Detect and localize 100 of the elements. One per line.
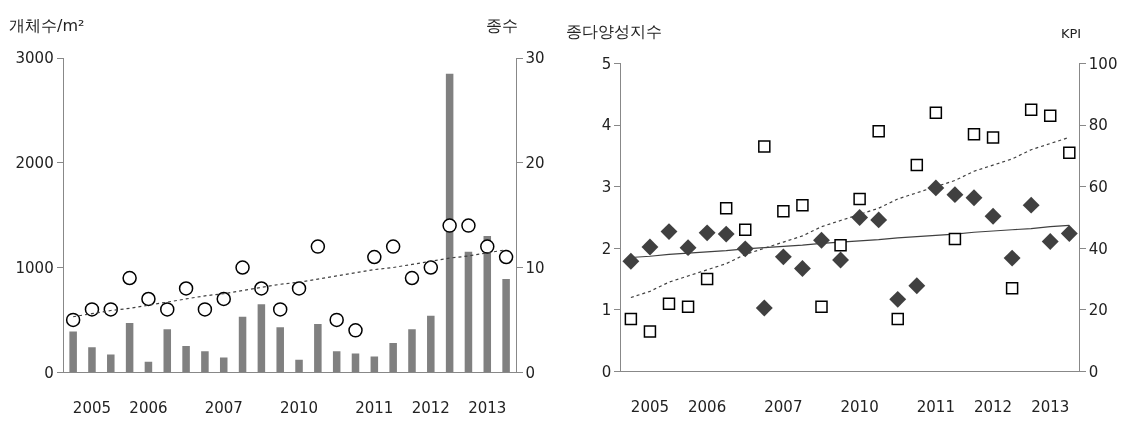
y-tick-label: 3 (601, 177, 612, 196)
point (624, 312, 638, 326)
point (834, 238, 847, 252)
point (385, 239, 401, 254)
point (84, 302, 100, 317)
x-tick-label: 2005 (630, 398, 670, 417)
point (160, 302, 175, 317)
point (946, 186, 964, 204)
point (1043, 109, 1057, 123)
x-tick-label: 2011 (355, 399, 394, 418)
point (310, 239, 326, 254)
point (367, 249, 382, 265)
point (480, 239, 495, 254)
point (1022, 196, 1040, 214)
point (442, 218, 457, 233)
point (908, 277, 926, 295)
y2-tick-label: 30 (525, 49, 545, 68)
x-tick-label: 2012 (973, 398, 1013, 417)
point (681, 300, 695, 314)
point (122, 270, 137, 286)
point (254, 281, 269, 296)
y2-tick-label: 80 (1088, 116, 1108, 135)
y-tick-label: 2000 (15, 154, 54, 173)
point (965, 189, 983, 207)
x-tick-label: 2011 (916, 398, 955, 417)
point (1060, 225, 1078, 242)
y-axis-title: 종다양성지수 (566, 22, 662, 41)
point (272, 302, 288, 317)
point (815, 300, 828, 314)
point (404, 270, 420, 286)
point (643, 325, 657, 338)
point (216, 291, 231, 307)
y2-tick-label: 100 (1088, 54, 1118, 73)
y-tick-label: 0 (601, 362, 612, 381)
y-axis-title: 개체수/m² (9, 16, 85, 35)
point (498, 249, 514, 265)
point (755, 299, 773, 317)
point (851, 209, 869, 226)
point (832, 251, 850, 269)
point (1005, 282, 1019, 295)
point (813, 231, 830, 249)
y2-tick-label: 20 (1088, 301, 1108, 320)
x-tick-label: 2005 (72, 399, 112, 418)
point (1063, 146, 1076, 160)
x-tick-label: 2006 (129, 399, 168, 418)
x-tick-label: 2006 (688, 398, 727, 417)
point (872, 124, 885, 138)
point (927, 179, 945, 197)
point (329, 312, 344, 328)
point (796, 198, 809, 212)
point (291, 281, 307, 296)
y-tick-label: 0 (44, 363, 54, 382)
y2-tick-label: 0 (525, 363, 536, 382)
y2-axis-title: KPI (1061, 26, 1082, 41)
point (103, 302, 119, 317)
x-tick-label: 2007 (204, 399, 243, 418)
point (660, 223, 678, 241)
point (622, 252, 640, 270)
x-tick-label: 2007 (764, 398, 803, 417)
y2-tick-label: 60 (1088, 177, 1108, 196)
x-tick-label: 2013 (468, 399, 507, 418)
point (774, 248, 792, 266)
point (679, 239, 697, 257)
y2-tick-label: 20 (525, 154, 545, 173)
point (739, 223, 752, 237)
point (1003, 249, 1021, 267)
point (853, 192, 866, 206)
point (719, 201, 733, 215)
y2-tick-label: 40 (1088, 239, 1108, 258)
y-tick-label: 1000 (15, 258, 54, 277)
line-series (630, 136, 1070, 299)
point (423, 260, 439, 275)
point (717, 225, 735, 243)
point (986, 131, 1000, 144)
point (777, 205, 790, 218)
point (793, 260, 811, 278)
point (1024, 103, 1038, 116)
point (889, 290, 907, 308)
y-tick-label: 5 (601, 54, 612, 73)
point (1041, 233, 1059, 250)
point (870, 211, 888, 229)
point (700, 272, 714, 286)
point (641, 238, 659, 256)
y2-tick-label: 0 (1088, 362, 1099, 381)
point (984, 207, 1002, 225)
point (929, 106, 943, 119)
y2-axis-title: 종수 (486, 16, 518, 35)
point (197, 302, 213, 317)
point (178, 281, 194, 296)
point (662, 297, 676, 310)
point (758, 140, 771, 153)
point (891, 312, 904, 326)
y-tick-label: 3000 (15, 49, 54, 68)
y-tick-label: 2 (601, 239, 612, 258)
point (698, 224, 716, 242)
point (967, 128, 981, 141)
x-tick-label: 2010 (279, 399, 319, 418)
x-tick-label: 2012 (411, 399, 450, 418)
y-tick-label: 4 (601, 116, 612, 135)
point (948, 232, 962, 246)
